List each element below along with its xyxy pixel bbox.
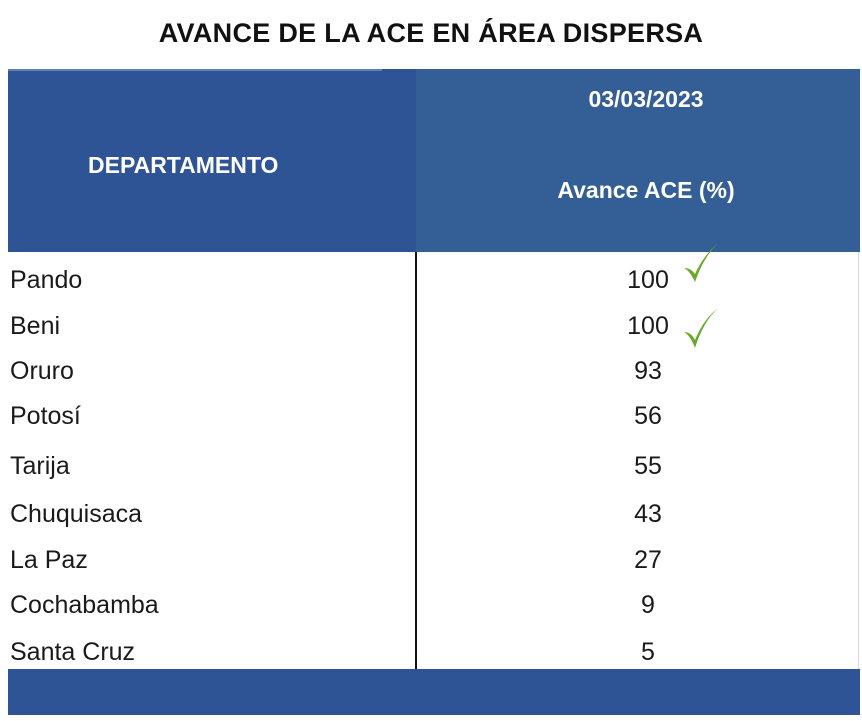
table-row: Potosí 56 xyxy=(8,396,860,436)
department-cell: Tarija xyxy=(10,452,70,480)
value-cell: 100 xyxy=(627,312,669,340)
table-body: Pando 100 Beni 100 Oruro 93 Potosí 56 Ta… xyxy=(8,252,860,669)
page-title: AVANCE DE LA ACE EN ÁREA DISPERSA xyxy=(158,18,704,48)
table-row: Santa Cruz 5 xyxy=(8,632,860,672)
column-divider xyxy=(415,252,417,669)
value-cell: 9 xyxy=(641,591,655,619)
value-cell: 100 xyxy=(627,266,669,294)
value-cell: 43 xyxy=(634,500,662,528)
department-column-header: DEPARTAMENTO xyxy=(88,152,279,178)
value-cell: 56 xyxy=(634,402,662,430)
department-cell: Santa Cruz xyxy=(10,638,136,666)
table-footer xyxy=(8,669,860,715)
department-cell: Oruro xyxy=(10,357,74,385)
table-row: Pando 100 xyxy=(8,260,860,300)
table-header: DEPARTAMENTO 03/03/2023 Avance ACE (%) xyxy=(8,69,860,252)
department-cell: Cochabamba xyxy=(10,591,159,619)
check-mark-icon xyxy=(684,243,718,282)
value-cell: 5 xyxy=(641,638,655,666)
department-cell: Beni xyxy=(10,312,61,340)
table-row: Beni 100 xyxy=(8,306,860,346)
table-right-border xyxy=(858,252,859,669)
check-mark-icon xyxy=(684,308,718,348)
table-row: Oruro 93 xyxy=(8,351,860,391)
metric-column-header: Avance ACE (%) xyxy=(557,177,735,203)
value-cell: 93 xyxy=(634,357,662,385)
header-top-line xyxy=(8,69,382,71)
department-cell: La Paz xyxy=(10,546,88,574)
value-cell: 27 xyxy=(634,546,662,574)
table-row: Chuquisaca 43 xyxy=(8,494,860,534)
department-cell: Potosí xyxy=(10,402,81,430)
date-header: 03/03/2023 xyxy=(588,86,704,112)
table-row: Tarija 55 xyxy=(8,446,860,486)
table-row: La Paz 27 xyxy=(8,540,860,580)
department-cell: Chuquisaca xyxy=(10,500,143,528)
table-row: Cochabamba 9 xyxy=(8,585,860,625)
value-cell: 55 xyxy=(634,452,662,480)
header-metric-cell: 03/03/2023 Avance ACE (%) xyxy=(416,69,860,252)
department-cell: Pando xyxy=(10,266,83,294)
header-department-cell: DEPARTAMENTO xyxy=(8,69,416,252)
